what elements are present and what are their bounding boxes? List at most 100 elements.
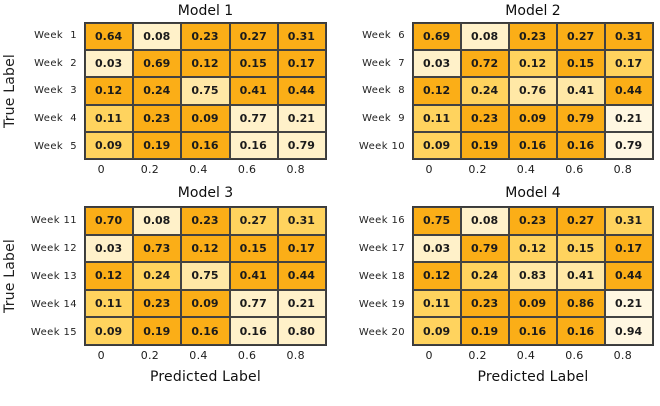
heatmap-cell: 0.16: [509, 317, 557, 345]
heatmap-cell: 0.79: [605, 131, 653, 159]
row-label: Week 5: [34, 140, 77, 152]
heatmap-cell: 0.23: [181, 207, 230, 235]
heatmap-cell: 0.41: [557, 77, 605, 105]
row-label: Week 16: [358, 214, 405, 226]
heatmap-cell: 0.12: [509, 50, 557, 78]
heatmap-cell: 0.24: [461, 77, 509, 105]
x-tick-label: 0.8: [613, 163, 632, 176]
heatmap-cell: 0.11: [413, 289, 461, 318]
heatmap-cell: 0.31: [277, 23, 326, 51]
heatmap-cell: 0.75: [181, 262, 230, 290]
heatmap-cell: 0.03: [413, 50, 461, 78]
heatmap-cell: 0.16: [509, 131, 557, 159]
heatmap-cell: 0.41: [229, 77, 278, 105]
heatmap-cell: 0.31: [605, 23, 653, 51]
heatmap-cell: 0.83: [509, 262, 557, 290]
row-label: Week 9: [362, 113, 405, 125]
heatmap-cell: 0.12: [509, 234, 557, 263]
row-label: Week 13: [30, 270, 77, 282]
heatmap-cell: 0.72: [461, 50, 509, 78]
heatmap-cell: 0.27: [557, 207, 605, 235]
row-label: Week 11: [30, 214, 77, 226]
x-tick-label: 0.6: [565, 349, 584, 362]
heatmap-cell: 0.03: [85, 50, 134, 78]
row-label: Week 10: [358, 140, 405, 152]
heatmap-cell: 0.69: [413, 23, 461, 51]
x-tick-label: 0.6: [237, 163, 257, 176]
y-axis-label: True Label: [2, 239, 18, 313]
y-axis-label-slot: [330, 22, 340, 160]
heatmap-cell: 0.16: [557, 317, 605, 345]
row-label: Week 14: [30, 298, 77, 310]
heatmap-cell: 0.09: [181, 289, 230, 318]
heatmap-grid: 0.69 0.08 0.23 0.27 0.31 0.03 0.72 0.12 0.15 0.17…: [412, 22, 654, 160]
heatmap-cell: 0.41: [229, 262, 278, 290]
heatmap-cell: 0.17: [277, 234, 326, 263]
x-tick-label: 0: [425, 349, 433, 362]
heatmap-cell: 0.15: [229, 234, 278, 263]
y-axis-label: True Label: [2, 54, 18, 128]
heatmap-cell: 0.21: [605, 104, 653, 132]
heatmap-cell: 0.23: [461, 289, 509, 318]
heatmap-cell: 0.09: [85, 131, 134, 159]
x-tick-row: 0 0.2 0.4 0.6 0.8: [77, 346, 320, 364]
heatmap-cell: 0.24: [133, 262, 182, 290]
heatmap-cell: 0.27: [229, 23, 278, 51]
heatmap-cell: 0.03: [413, 234, 461, 263]
row-label: Week 12: [30, 242, 77, 254]
row-label: Week 2: [34, 57, 77, 69]
heatmap-cell: 0.21: [277, 104, 326, 132]
row-label: Week 8: [362, 85, 405, 97]
y-axis-label-slot: [330, 206, 340, 346]
heatmap-cell: 0.94: [605, 317, 653, 345]
x-tick-row: 0 0.2 0.4 0.6 0.8: [405, 160, 647, 180]
x-tick-label: 0.4: [189, 163, 208, 176]
row-label: Week 20: [358, 326, 405, 338]
heatmap-cell: 0.19: [133, 317, 182, 345]
heatmap-cell: 0.09: [413, 317, 461, 345]
x-tick-label: 0.2: [140, 349, 160, 362]
panel-model-4: Model 4 Week 16 Week 17 Week 18 Week 19 Week…: [330, 180, 660, 406]
heatmap-cell: 0.70: [85, 207, 134, 235]
heatmap-cell: 0.11: [413, 104, 461, 132]
heatmap-cell: 0.16: [181, 317, 230, 345]
row-label: Week 4: [34, 113, 77, 125]
heatmap-cell: 0.23: [181, 23, 230, 51]
x-tick-label: 0.6: [565, 163, 584, 176]
heatmap-cell: 0.23: [509, 23, 557, 51]
x-axis-label: Predicted Label: [477, 369, 589, 385]
heatmap-cell: 0.41: [557, 262, 605, 290]
heatmap-cell: 0.44: [605, 77, 653, 105]
x-tick-label: 0: [97, 349, 105, 362]
heatmap-cell: 0.17: [605, 234, 653, 263]
x-tick-label: 0: [97, 163, 105, 176]
x-tick-label: 0.4: [516, 163, 536, 176]
panel-title: Model 1: [177, 3, 234, 19]
row-label: Week 7: [362, 57, 405, 69]
heatmap-cell: 0.79: [277, 131, 326, 159]
row-label-column: Week 6 Week 7 Week 8 Week 9 Week 10: [340, 22, 412, 160]
heatmap-cell: 0.11: [85, 289, 134, 318]
heatmap-grid: 0.64 0.08 0.23 0.27 0.31 0.03 0.69 0.12 0.15 0.17…: [84, 22, 327, 160]
x-tick-label: 0.6: [237, 349, 257, 362]
heatmap-cell: 0.12: [181, 234, 230, 263]
heatmap-cell: 0.16: [229, 317, 278, 345]
heatmap-cell: 0.23: [461, 104, 509, 132]
heatmap-cell: 0.03: [85, 234, 134, 263]
x-tick-label: 0.4: [516, 349, 536, 362]
heatmap-cell: 0.86: [557, 289, 605, 318]
x-tick-row: 0 0.2 0.4 0.6 0.8: [405, 346, 647, 364]
heatmap-cell: 0.09: [181, 104, 230, 132]
heatmap-cell: 0.11: [85, 104, 134, 132]
row-label: Week 18: [358, 270, 405, 282]
heatmap-cell: 0.17: [605, 50, 653, 78]
heatmap-cell: 0.64: [85, 23, 134, 51]
heatmap-cell: 0.16: [557, 131, 605, 159]
heatmap-cell: 0.23: [133, 104, 182, 132]
row-label: Week 15: [30, 326, 77, 338]
heatmap-cell: 0.80: [277, 317, 326, 345]
row-label: Week 17: [358, 242, 405, 254]
heatmap-cell: 0.08: [133, 207, 182, 235]
row-label: Week 3: [34, 85, 77, 97]
heatmap-cell: 0.77: [229, 104, 278, 132]
